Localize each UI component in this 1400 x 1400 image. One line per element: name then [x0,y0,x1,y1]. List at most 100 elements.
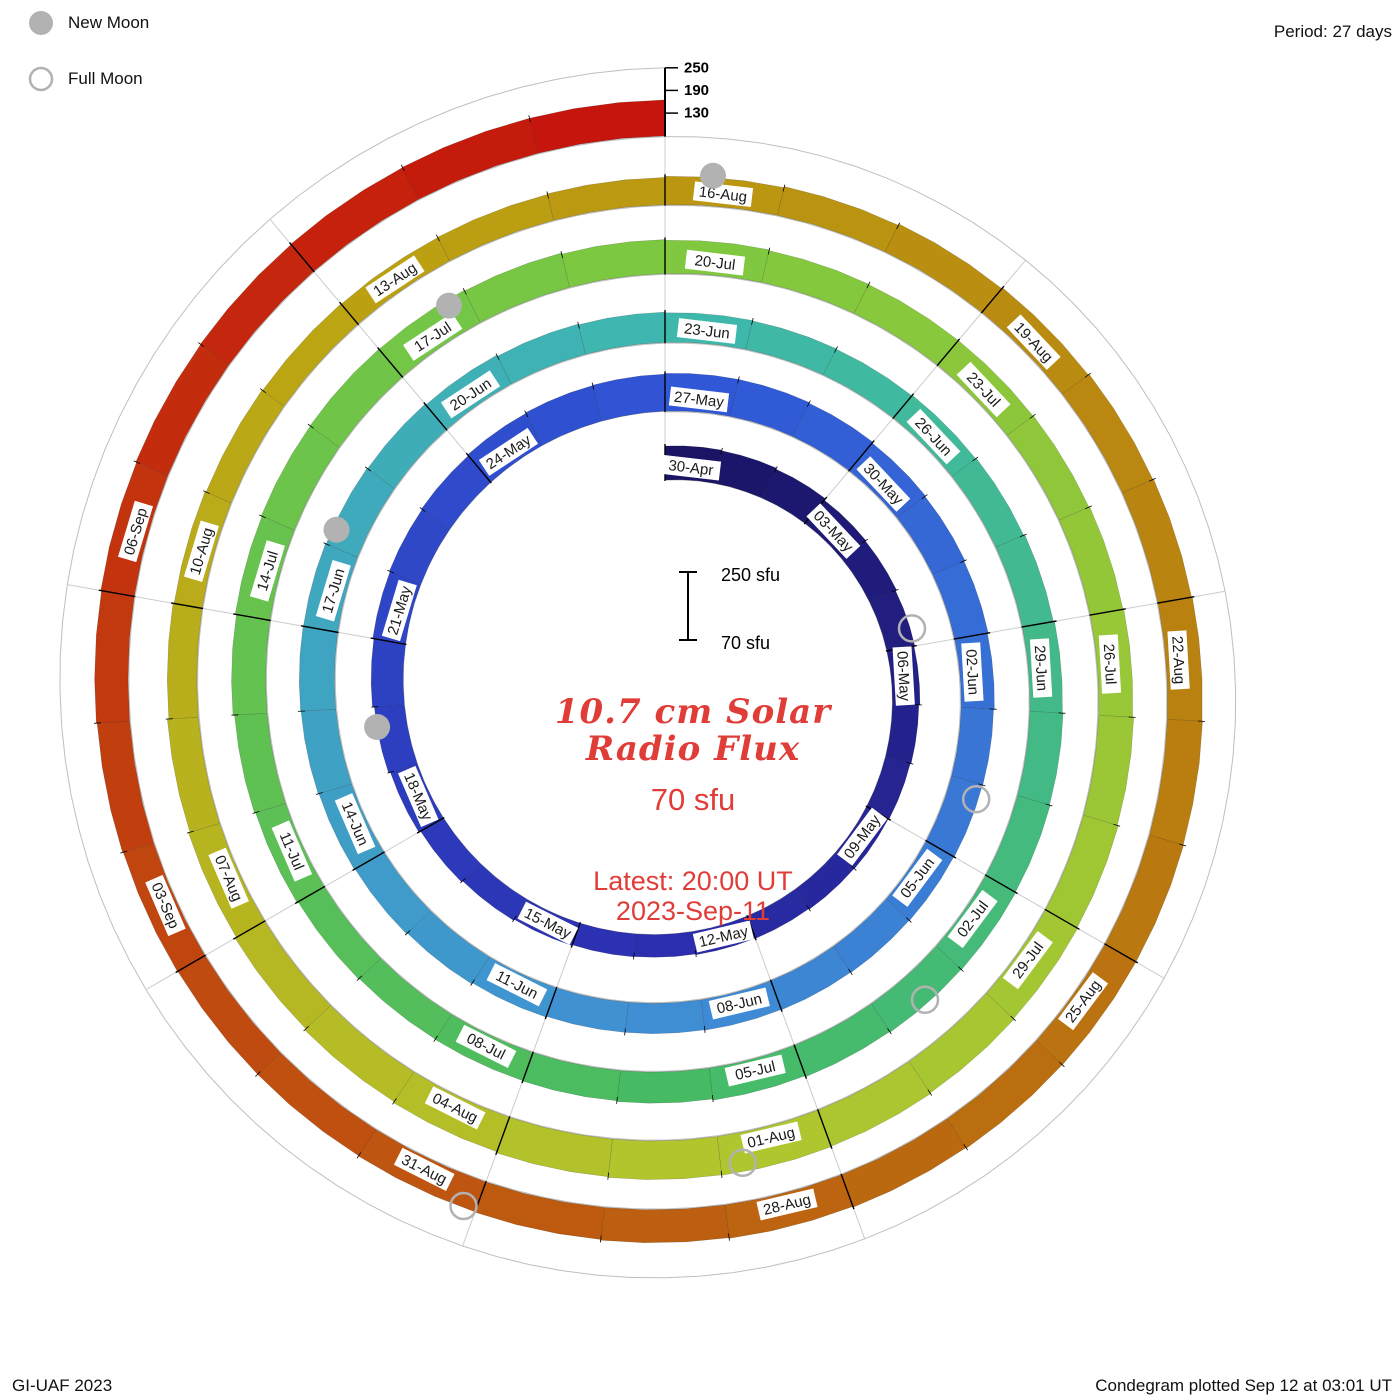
day-separator [840,1173,855,1210]
day-segment [884,223,1003,313]
day-segment [547,177,666,221]
daily-tick [624,1028,626,1036]
center-scale-min-label: 70 sfu [721,633,770,653]
day-segment [633,931,697,958]
date-label-text: 02-Jun [962,649,982,696]
date-label-text: 16-Aug [698,183,748,206]
daily-tick [433,1035,438,1042]
date-label: 29-Jun [1029,638,1053,698]
date-label: 02-Jun [961,642,984,702]
day-separator [1089,608,1126,616]
full-moon-icon [28,66,54,92]
daily-tick [315,792,323,795]
full-moon-marker [449,1191,478,1221]
day-separator [98,589,136,598]
daily-tick [633,952,635,960]
ticks [94,97,1206,1243]
date-label-bg [906,408,961,465]
date-label: 16-Aug [692,181,754,208]
day-segment [592,373,666,422]
legend-full-moon: Full Moon [26,62,149,96]
scales: 250 190 130 250 sfu 70 sfu [664,59,780,653]
day-segment [1149,719,1203,846]
date-label-text: 20-Jul [694,252,737,274]
day-segment [420,817,482,883]
new-moon-label: New Moon [68,13,150,32]
date-label-bg [208,847,249,909]
daily-tick [972,456,979,462]
scale-tick-label: 250 [684,59,709,76]
new-moon-marker [323,516,350,543]
day-separator [416,816,445,834]
daily-tick [470,979,475,986]
daily-tick [524,410,529,418]
day-segment [205,389,285,504]
day-segment [1045,814,1119,929]
daily-tick [94,722,102,724]
date-label-bg [1002,931,1053,990]
day-separator [892,393,915,420]
daily-tick [1029,413,1036,419]
date-label-bg [892,848,943,907]
new-moon-marker [700,162,726,189]
date-label-bg [478,427,539,476]
day-separator [793,1044,808,1079]
daily-tick [356,975,363,981]
day-separator [377,347,404,378]
day-segment [745,320,837,376]
day-separator [288,242,315,273]
center-scale-max-label: 250 sfu [721,565,780,585]
day-separator [465,452,492,484]
daily-tick [259,388,267,394]
day-separator [339,301,360,326]
daily-tick [307,423,314,429]
daily-tick [460,877,466,884]
day-segment [578,311,666,355]
daily-tick [711,1095,714,1103]
day-separator [352,851,385,872]
day-segment [298,625,338,712]
date-label-bg [1057,972,1109,1031]
day-segment [926,775,983,858]
daily-tick [1084,372,1091,378]
date-label: 22-Aug [1167,630,1190,690]
full-moon-marker [910,985,940,1015]
day-segment [496,323,586,385]
daily-tick [703,1025,706,1033]
daily-tick [1113,823,1121,827]
date-label-bg [315,560,351,622]
day-separator [936,338,961,367]
date-label-bg [145,874,186,937]
date-label-bg [1098,634,1122,694]
day-separator [984,874,1018,895]
day-segment [135,344,229,476]
new-moon-marker [436,292,462,319]
day-segment [985,795,1051,893]
daily-tick [616,1096,618,1104]
daily-tick [323,542,331,546]
daily-tick [577,321,580,329]
daily-tick [861,538,868,544]
date-label-text: 06-May [893,651,913,702]
date-label: 20-Jul [684,249,746,276]
daily-tick [364,466,372,472]
daily-tick [806,400,811,407]
scale-tick-label: 190 [684,82,709,99]
daily-tick [848,968,853,976]
day-segment [600,1204,730,1243]
day-segment [1083,715,1134,826]
daily-tick [978,783,986,787]
daily-tick [958,966,964,972]
full-moon-marker [897,614,927,643]
daily-tick [720,1170,723,1178]
date-label-bg [334,793,376,855]
day-segment [545,987,629,1033]
flux-band [94,99,1203,1243]
day-separator [300,625,339,634]
date-label-bg [660,454,722,481]
date-label-bg [756,1188,818,1221]
day-separator [925,839,957,859]
date-label-bg [947,889,998,949]
daily-tick [1045,803,1053,807]
